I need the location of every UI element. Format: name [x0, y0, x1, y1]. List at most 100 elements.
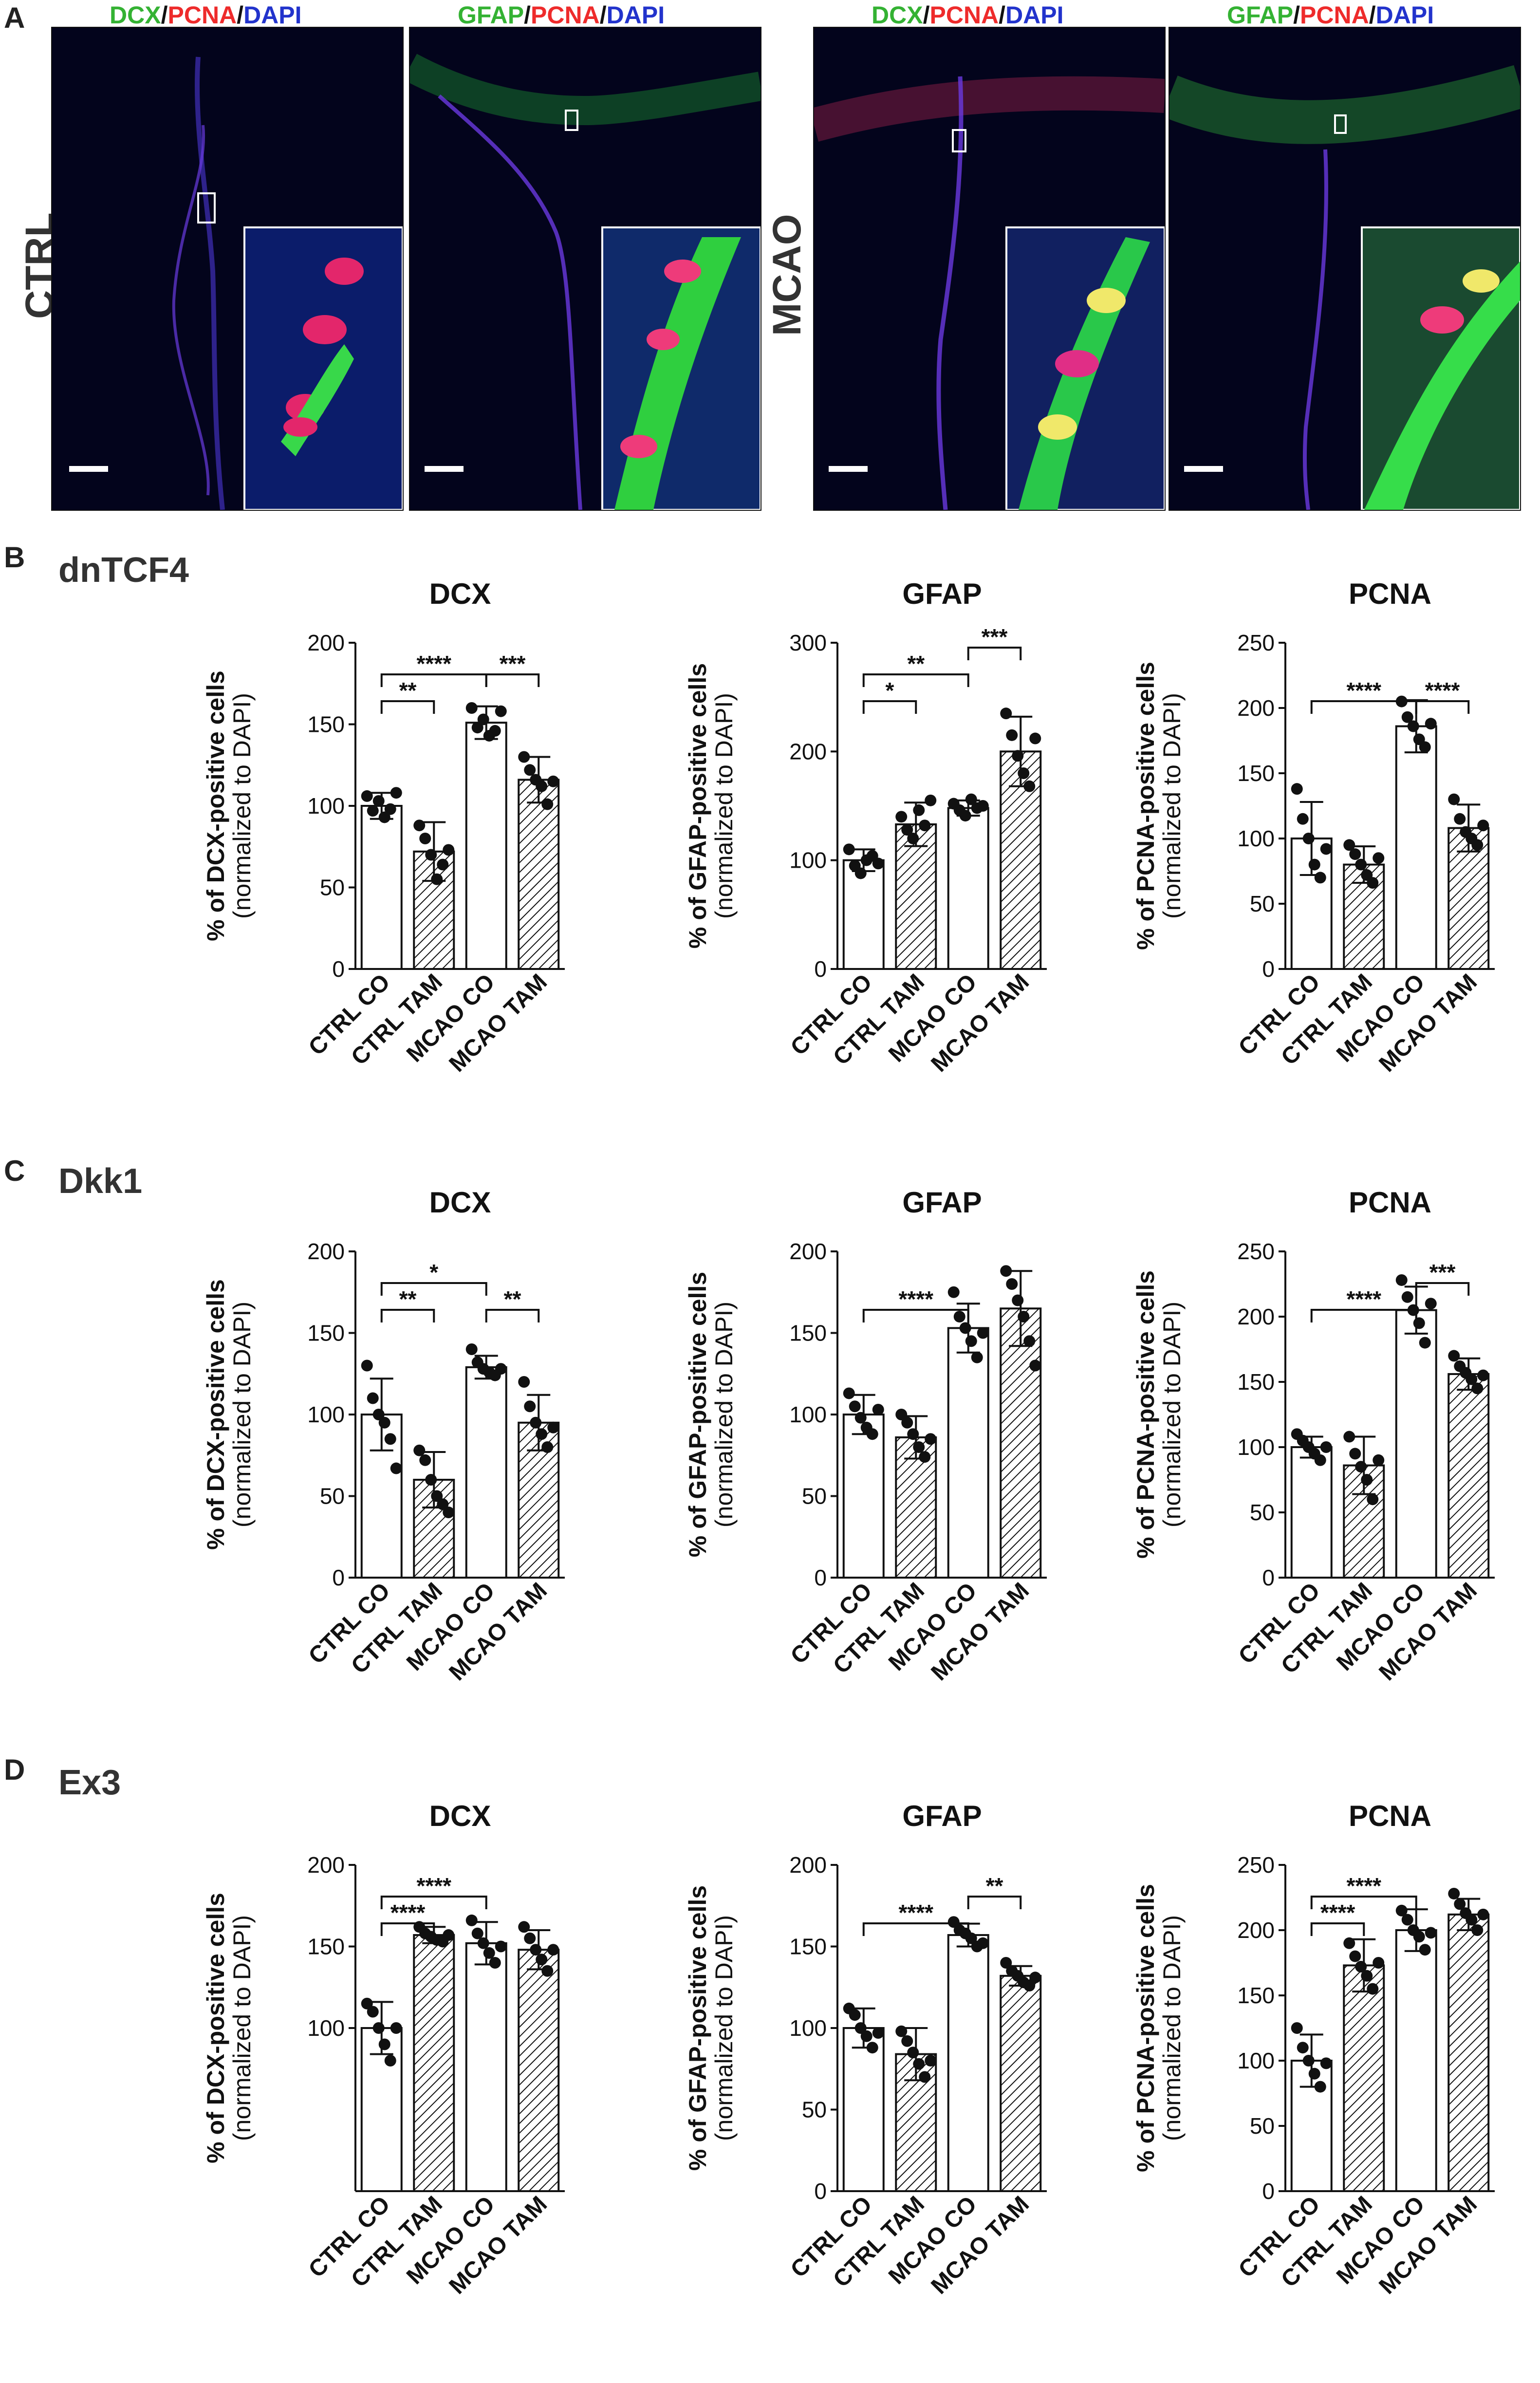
- data-point: [536, 780, 548, 792]
- significance-label: *: [429, 1260, 438, 1285]
- data-point: [1401, 1291, 1413, 1303]
- y-tick-label: 300: [789, 630, 827, 655]
- y-tick-label: 0: [814, 1565, 827, 1590]
- chart-title: PCNA: [1349, 1800, 1431, 1832]
- data-point: [860, 2030, 872, 2042]
- data-point: [1320, 843, 1332, 855]
- y-tick-label: 200: [789, 1852, 827, 1878]
- significance-bracket: [1310, 1309, 1417, 1322]
- data-point: [1401, 711, 1413, 723]
- data-point: [465, 1343, 478, 1355]
- significance-bracket: [1415, 1282, 1470, 1296]
- y-tick-label: 50: [1250, 1500, 1275, 1525]
- stain-segment: DAPI: [1375, 1, 1434, 29]
- chart-ex3-pcna: PCNA % of PCNA-positive cells(normalized …: [1132, 1792, 1514, 2362]
- data-point: [419, 833, 431, 844]
- data-point: [849, 2009, 861, 2021]
- data-point: [384, 803, 396, 815]
- data-point: [1401, 1914, 1413, 1926]
- y-tick-label: 100: [789, 848, 827, 873]
- chart-title: GFAP: [902, 577, 982, 610]
- y-axis-label: % of GFAP-positive cells(normalized to D…: [684, 663, 738, 949]
- data-point: [872, 2027, 884, 2039]
- condition-label-mcao: MCAO: [765, 214, 809, 336]
- data-point: [1373, 852, 1385, 864]
- data-point: [895, 2025, 908, 2037]
- significance-label: **: [504, 1286, 521, 1312]
- data-point: [959, 1322, 971, 1334]
- significance-label: ****: [1425, 678, 1460, 703]
- data-point: [854, 2022, 867, 2034]
- data-point: [1466, 1914, 1478, 1926]
- data-point: [1367, 1493, 1379, 1506]
- bar: [842, 2027, 885, 2192]
- y-tick-label: 100: [307, 1402, 345, 1427]
- data-point: [384, 1433, 396, 1445]
- data-point: [977, 1937, 989, 1949]
- y-axis-label-line: (normalized to DAPI): [710, 1302, 738, 1527]
- bar: [947, 807, 989, 970]
- significance-label: ****: [898, 1900, 933, 1925]
- data-point: [524, 1932, 536, 1944]
- y-tick-label: 200: [789, 1239, 827, 1264]
- data-point: [947, 1286, 960, 1298]
- data-point: [849, 1400, 861, 1413]
- data-point: [1349, 848, 1361, 860]
- data-point: [536, 1428, 548, 1440]
- y-tick-label: 150: [1237, 1369, 1275, 1395]
- y-tick-label: 0: [814, 2178, 827, 2204]
- data-point: [1029, 1972, 1041, 1984]
- y-tick-label: 0: [1262, 1565, 1275, 1590]
- chart-title: DCX: [429, 1186, 491, 1219]
- stain-segment: DAPI: [606, 1, 665, 29]
- significance-bracket: [862, 700, 917, 714]
- data-point: [547, 775, 559, 787]
- stain-segment: DCX: [872, 1, 923, 29]
- data-point: [547, 1944, 559, 1956]
- data-point: [378, 1416, 390, 1429]
- y-axis-label-line: % of DCX-positive cells: [202, 1279, 229, 1550]
- data-point: [1367, 877, 1379, 889]
- group-title-dkk1: Dkk1: [58, 1162, 143, 1201]
- data-point: [372, 2022, 385, 2034]
- chart-title: PCNA: [1349, 577, 1431, 610]
- stain-label-2: GFAP/PCNA/DAPI: [409, 0, 760, 29]
- data-point: [919, 2071, 931, 2083]
- bar: [360, 2027, 403, 2192]
- data-point: [1023, 1335, 1036, 1347]
- y-axis-label: % of PCNA-positive cells(normalized to D…: [1132, 1270, 1186, 1559]
- data-point: [1419, 741, 1431, 753]
- significance-label: ****: [1346, 1873, 1381, 1899]
- stain-segment: /: [161, 1, 168, 29]
- chart-dntcf4-dcx: DCX % of DCX-positive cells(normalized to…: [202, 570, 584, 1139]
- y-axis-label: % of DCX-positive cells(normalized to DA…: [202, 1279, 256, 1550]
- data-point: [372, 1409, 385, 1420]
- y-tick-label: 150: [789, 1321, 827, 1346]
- data-point: [372, 795, 385, 807]
- data-point: [524, 764, 536, 776]
- data-point: [1454, 1898, 1466, 1910]
- data-point: [895, 811, 908, 823]
- data-point: [413, 819, 426, 832]
- data-point: [1471, 839, 1484, 851]
- data-point: [947, 1916, 960, 1928]
- panel-letter-a: A: [4, 1, 25, 34]
- data-point: [541, 798, 554, 810]
- y-axis-label-line: (normalized to DAPI): [1158, 1915, 1186, 2141]
- bar: [1000, 1974, 1042, 2192]
- bar: [1395, 725, 1437, 970]
- y-tick-label: 50: [320, 875, 345, 900]
- chart-svg: GFAP % of GFAP-positive cells(normalized …: [684, 1186, 1047, 1686]
- data-point: [1419, 1944, 1431, 1956]
- y-tick-label: 150: [307, 1934, 345, 1959]
- y-axis-label-line: % of DCX-positive cells: [202, 1893, 229, 2163]
- data-point: [465, 702, 478, 714]
- significance-bracket: [1310, 1922, 1365, 1936]
- data-point: [495, 1363, 507, 1375]
- chart-title: GFAP: [902, 1186, 982, 1219]
- data-point: [524, 1400, 536, 1413]
- significance-label: ****: [1346, 1286, 1381, 1312]
- data-point: [866, 1428, 878, 1440]
- data-point: [866, 2042, 878, 2054]
- data-point: [919, 819, 931, 832]
